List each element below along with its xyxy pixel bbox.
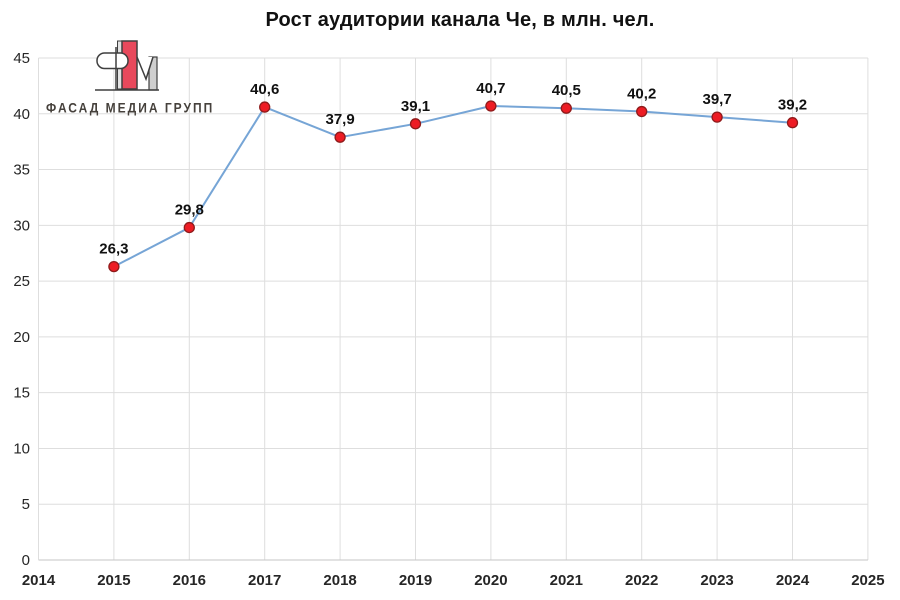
data-point [786,117,799,129]
logo: ФАСАД МЕДИА ГРУПП [46,33,215,117]
y-tick-label: 0 [22,552,30,569]
data-point [334,131,346,143]
data-point [636,105,648,118]
x-tick-label: 2015 [97,572,130,589]
data-point-label: 39,7 [702,91,731,108]
data-point-label: 40,6 [250,81,279,98]
y-tick-label: 15 [13,385,30,402]
data-point [409,118,422,130]
data-point-label: 37,9 [325,111,354,128]
y-tick-label: 25 [13,273,30,290]
x-tick-label: 2024 [776,572,810,589]
logo-text: ФАСАД МЕДИА ГРУПП [46,99,215,117]
data-point-label: 26,3 [99,241,128,258]
y-tick-label: 20 [13,329,30,346]
data-point [183,221,195,234]
x-tick-label: 2016 [173,572,206,589]
data-point-label: 40,5 [552,82,581,99]
data-point-label: 39,2 [778,97,807,114]
data-point-label: 39,1 [401,98,430,115]
data-point [259,101,271,113]
data-point-label: 40,7 [476,80,505,97]
data-line [112,104,794,268]
x-tick-label: 2025 [851,572,884,589]
data-point [108,260,120,273]
x-tick-label: 2018 [323,572,356,589]
data-point-label: 29,8 [175,202,204,219]
x-tick-label: 2022 [625,572,658,589]
data-point [560,102,572,114]
x-tick-label: 2014 [22,572,56,589]
y-tick-label: 45 [13,50,30,67]
chart-title: Рост аудитории канала Че, в млн. чел. [265,9,655,31]
y-tick-label: 35 [13,162,30,179]
y-tick-label: 30 [13,217,30,234]
y-tick-label: 40 [13,106,30,123]
x-tick-label: 2019 [399,572,432,589]
data-point [485,100,497,112]
x-tick-label: 2023 [700,572,733,589]
logo-mark-icon [95,40,159,91]
data-point-label: 40,2 [627,86,656,103]
x-tick-label: 2020 [474,572,507,589]
y-tick-label: 10 [13,440,30,457]
x-tick-label: 2021 [550,572,583,589]
x-tick-label: 2017 [248,572,281,589]
y-tick-label: 5 [22,496,30,513]
data-point [711,111,723,123]
